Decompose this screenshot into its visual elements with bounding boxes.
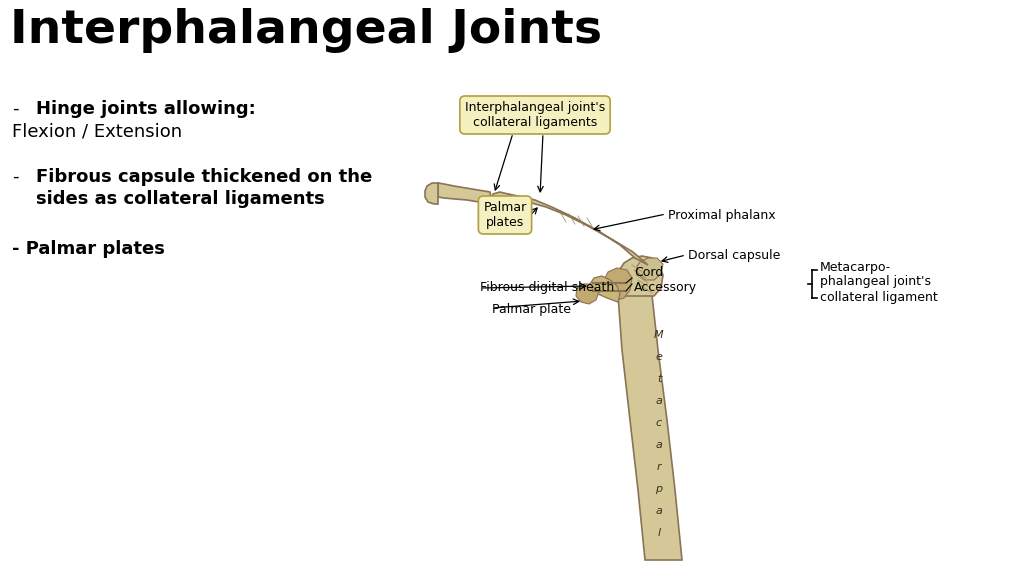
Text: r: r (656, 462, 662, 472)
Text: Cord
Accessory: Cord Accessory (634, 266, 697, 294)
Text: Dorsal capsule: Dorsal capsule (688, 248, 780, 262)
Polygon shape (575, 284, 599, 304)
Text: Proximal phalanx: Proximal phalanx (668, 210, 775, 222)
Polygon shape (590, 276, 620, 302)
Polygon shape (618, 295, 682, 560)
Text: -: - (12, 100, 18, 118)
Text: Hinge joints allowing:: Hinge joints allowing: (36, 100, 256, 118)
Polygon shape (604, 268, 632, 300)
Polygon shape (489, 192, 518, 215)
Text: t: t (656, 374, 662, 384)
Text: Flexion / Extension: Flexion / Extension (12, 122, 182, 140)
Text: Interphalangeal joint's
collateral ligaments: Interphalangeal joint's collateral ligam… (465, 101, 605, 129)
Polygon shape (615, 256, 663, 296)
Text: Metacarpo-
phalangeal joint's
collateral ligament: Metacarpo- phalangeal joint's collateral… (820, 260, 938, 304)
Text: l: l (657, 528, 660, 538)
Text: Interphalangeal Joints: Interphalangeal Joints (10, 8, 602, 53)
Text: -: - (12, 168, 18, 186)
Text: c: c (656, 418, 663, 428)
Text: M: M (654, 330, 664, 340)
Polygon shape (425, 183, 438, 204)
Polygon shape (438, 183, 490, 203)
Text: p: p (655, 484, 663, 494)
Text: - Palmar plates: - Palmar plates (12, 240, 165, 258)
Text: Fibrous capsule thickened on the: Fibrous capsule thickened on the (36, 168, 373, 186)
Text: sides as collateral ligaments: sides as collateral ligaments (36, 190, 325, 208)
Text: Fibrous digital sheath: Fibrous digital sheath (480, 282, 614, 294)
Text: Palmar plate: Palmar plate (492, 304, 571, 316)
Text: a: a (655, 506, 663, 516)
Polygon shape (637, 258, 663, 280)
Text: a: a (655, 440, 663, 450)
Text: a: a (655, 396, 663, 406)
Polygon shape (508, 194, 648, 265)
Text: Palmar
plates: Palmar plates (483, 201, 526, 229)
Text: e: e (655, 352, 663, 362)
